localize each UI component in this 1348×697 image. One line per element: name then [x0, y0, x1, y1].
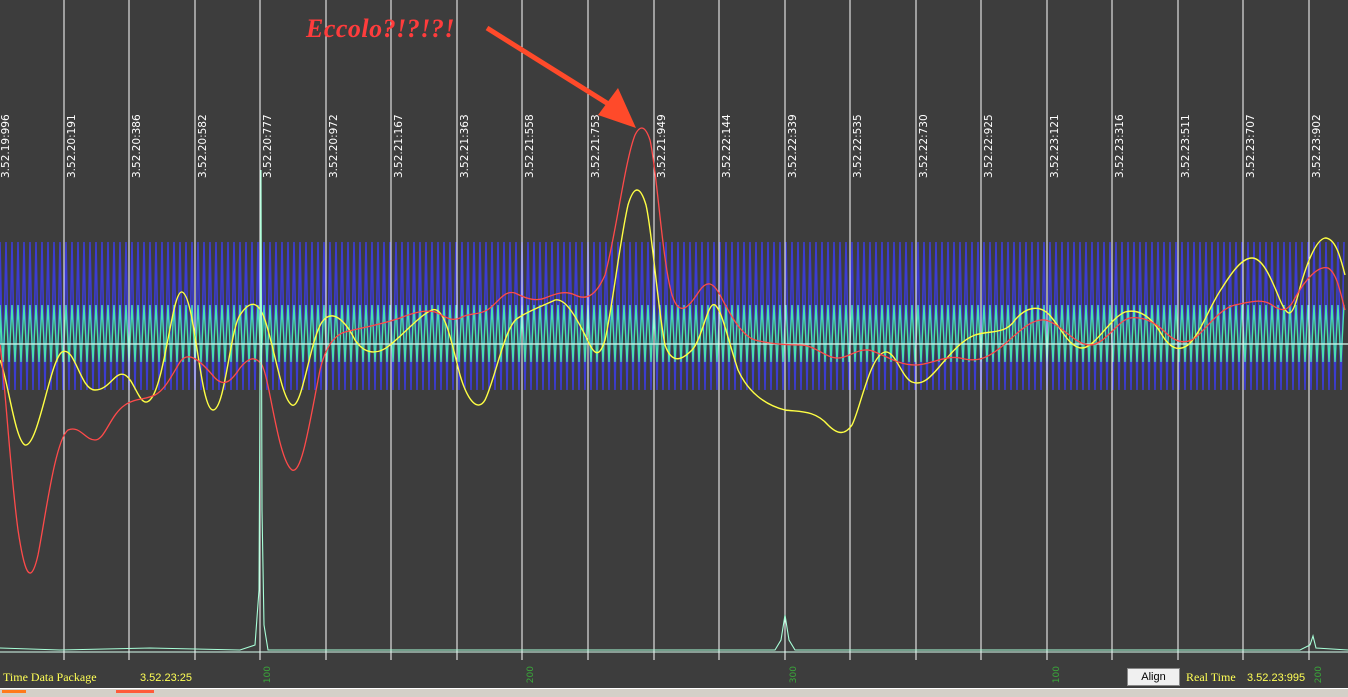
time-marker-label: 3.52.23:316 — [1114, 114, 1126, 178]
scale-tick-label: 200 — [526, 666, 536, 684]
time-marker-label: 3.52.23:121 — [1049, 114, 1061, 178]
time-marker-label: 3.52.22:535 — [852, 114, 864, 178]
time-marker-label: 3.52.22:925 — [983, 114, 995, 178]
scale-tick-label: 100 — [1052, 666, 1062, 684]
time-marker-label: 3.52.22:339 — [787, 114, 799, 178]
align-button[interactable]: Align — [1127, 668, 1180, 686]
scroll-marker — [2, 690, 26, 693]
horizontal-scrollbar[interactable] — [0, 688, 1348, 697]
annotation-arrow — [485, 25, 636, 128]
time-marker-label: 3.52.22:144 — [721, 114, 733, 178]
time-marker-label: 3.52.21:167 — [393, 114, 405, 178]
time-marker-label: 3.52.21:949 — [656, 114, 668, 178]
time-marker-label: 3.52.20:191 — [66, 114, 78, 178]
time-marker-label: 3.52.23:511 — [1180, 114, 1192, 178]
scroll-marker — [116, 690, 154, 693]
time-marker-label: 3.52.23:707 — [1245, 114, 1257, 178]
time-marker-label: 3.52.23:902 — [1311, 114, 1323, 178]
red-trace — [0, 127, 1346, 574]
status-bar: Time Data Package 3.52.23:25 100 200 300… — [0, 666, 1348, 688]
lower-trace — [0, 169, 1348, 651]
time-gridlines — [63, 0, 1310, 660]
time-marker-label: 3.52.20:582 — [197, 114, 209, 178]
signal-bands — [0, 241, 1345, 391]
time-marker-label: 3.52.21:363 — [459, 114, 471, 178]
cyan-signal-band — [0, 304, 1345, 363]
time-marker-label: 3.52.20:777 — [262, 114, 274, 178]
time-marker-label: 3.52.21:558 — [524, 114, 536, 178]
time-marker-label: 3.52.20:972 — [328, 114, 340, 178]
time-marker-label: 3.52.21:753 — [590, 114, 602, 178]
real-time-value: 3.52.23:995 — [1247, 672, 1306, 684]
time-data-package-value: 3.52.23:25 — [140, 672, 192, 684]
time-marker-label: 3.52.19:996 — [0, 114, 12, 178]
annotation-text: Eccolo?!?!?! — [306, 14, 455, 43]
scale-tick-label: 200 — [1314, 666, 1324, 684]
scale-tick-label: 100 — [263, 666, 273, 684]
time-marker-label: 3.52.22:730 — [918, 114, 930, 178]
time-marker-label: 3.52.20:386 — [131, 114, 143, 178]
yellow-trace — [0, 189, 1346, 446]
real-time-label: Real Time — [1186, 670, 1236, 684]
blue-signal-band — [0, 241, 1345, 391]
scale-tick-label: 300 — [789, 666, 799, 684]
time-data-package-label: Time Data Package — [3, 670, 97, 684]
